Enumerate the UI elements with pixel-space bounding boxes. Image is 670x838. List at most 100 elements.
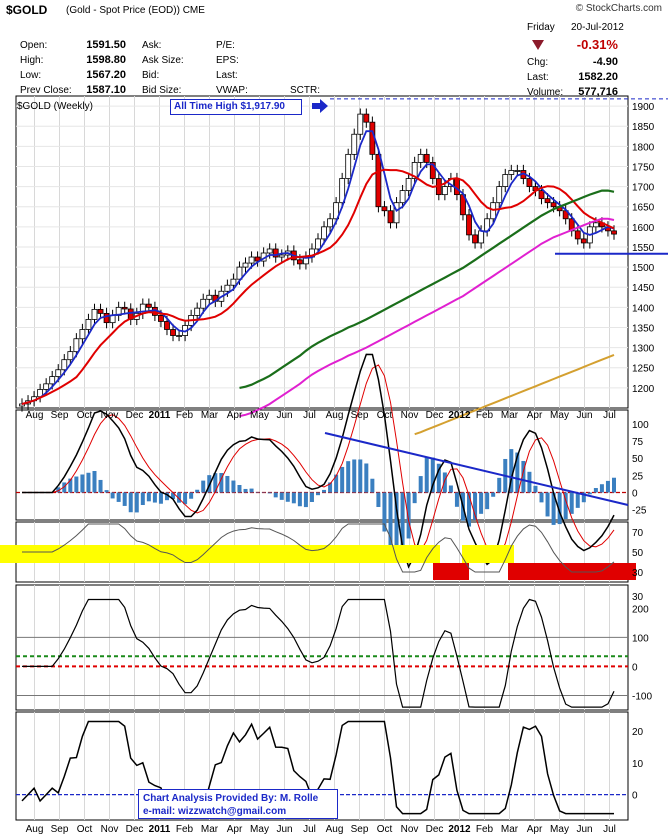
candle-body [405, 178, 412, 192]
label-high: High: [20, 55, 44, 66]
macd-hist-bar [497, 477, 502, 493]
cci-tick-label: 100 [632, 633, 649, 644]
macd-hist-bar [189, 492, 194, 499]
macd-hist-bar [146, 492, 151, 502]
price-tick-label: 1600 [632, 223, 655, 234]
macd-hist-bar [195, 489, 200, 493]
macd-hist-bar [322, 489, 327, 493]
price-x-label: Jul [603, 410, 616, 421]
axis-labels: Aug Sep Oct Nov Dec 2011 Feb Mar Apr May Jun Jul Aug… [26, 102, 655, 835]
macd-hist-bar [164, 492, 169, 501]
candle-body [466, 214, 472, 236]
ath-annotation: All Time High $1,917.90 [170, 99, 302, 115]
price-x-label: Dec [426, 410, 444, 421]
macd-hist-bar [267, 492, 272, 494]
macd-hist-bar [74, 476, 79, 493]
price-tick-label: 1650 [632, 203, 655, 214]
price-tick-label: 1900 [632, 102, 655, 113]
macd-panel [16, 353, 629, 569]
macd-hist-bar [219, 473, 224, 493]
macd-hist-bar [509, 449, 514, 493]
bottom-x-label: Feb [476, 824, 494, 835]
macd-hist-bar [104, 490, 109, 493]
price-x-label: Feb [176, 410, 194, 421]
candle-body [79, 329, 86, 340]
candle-body [387, 210, 394, 224]
candle-body [417, 153, 424, 163]
ma-short-line [21, 130, 615, 405]
macd-tick-label: 25 [632, 471, 644, 482]
candle-body [381, 206, 388, 212]
bottom-x-label: Apr [227, 824, 243, 835]
candle-body [200, 298, 207, 309]
value-open: 1591.50 [86, 39, 126, 51]
macd-hist-bar [116, 492, 121, 502]
macd-hist-bar [328, 482, 333, 493]
macd-hist-bar [273, 492, 278, 498]
macd-hist-bar [134, 492, 139, 513]
rsi-highlight [462, 545, 514, 563]
credit-line-2: e-mail: wizzwatch@gmail.com [143, 806, 287, 817]
macd-hist-bar [201, 480, 206, 493]
macd-hist-bar [454, 492, 459, 507]
macd-hist-bar [370, 478, 375, 493]
label-open: Open: [20, 40, 48, 51]
rsi-tick-label: 50 [632, 548, 644, 559]
candle-body [73, 338, 80, 353]
macd-hist-bar [551, 492, 556, 525]
price-tick-label: 1700 [632, 183, 655, 194]
candle-body [315, 238, 321, 250]
candle-body [592, 222, 599, 228]
candle-body [176, 335, 182, 337]
candle-body [103, 312, 110, 324]
macd-hist-bar [473, 492, 478, 520]
label-eps: EPS: [216, 55, 239, 66]
label-sctr: SCTR: [290, 85, 320, 96]
label-last-2: Last: [527, 72, 549, 83]
rsi-highlight-red [433, 563, 469, 580]
candle-body [574, 230, 581, 240]
value-volume: 577,716 [578, 86, 618, 98]
candle-body [236, 266, 243, 280]
macd-hist-bar [515, 452, 520, 493]
candle-body [478, 230, 485, 244]
price-x-label: Jun [576, 410, 592, 421]
price-tick-label: 1400 [632, 303, 655, 314]
macd-hist-bar [56, 487, 61, 493]
bottom-x-label: Jul [603, 824, 616, 835]
price-x-label: Aug [26, 410, 44, 421]
candle-body [375, 153, 382, 208]
price-x-label: Oct [77, 410, 93, 421]
macd-hist-bar [575, 492, 580, 508]
macd-hist-bar [563, 492, 568, 519]
down-arrow-icon [532, 40, 544, 50]
bottom-x-label: May [250, 824, 269, 835]
grid-lines [16, 96, 628, 820]
macd-hist-bar [110, 492, 115, 499]
candle-body [61, 359, 68, 371]
macd-hist-bar [394, 492, 399, 561]
price-x-label: Sep [51, 410, 69, 421]
candle-body [423, 153, 430, 163]
arrow-right-icon [312, 99, 328, 113]
macd-hist-bar [418, 476, 423, 493]
candle-body [170, 329, 176, 336]
pct-change: -0.31% [576, 37, 618, 52]
bottom-x-label: 2011 [149, 824, 171, 835]
bottom-x-label: Sep [351, 824, 369, 835]
candle-body [502, 174, 509, 187]
price-x-label: 2012 [448, 410, 471, 421]
bottom-x-label: Jun [276, 824, 292, 835]
candle-body [538, 190, 545, 200]
price-x-label: Feb [476, 410, 494, 421]
macd-hist-bar [557, 492, 562, 525]
macd-hist-bar [376, 492, 381, 507]
price-tick-label: 1550 [632, 243, 655, 254]
candle-body [278, 254, 285, 258]
macd-trendline [324, 432, 629, 506]
price-tick-label: 1800 [632, 142, 655, 153]
candle-body [43, 383, 50, 390]
macd-hist-bar [128, 492, 133, 513]
macd-hist-bar [86, 472, 91, 493]
bottom-x-label: Oct [377, 824, 393, 835]
